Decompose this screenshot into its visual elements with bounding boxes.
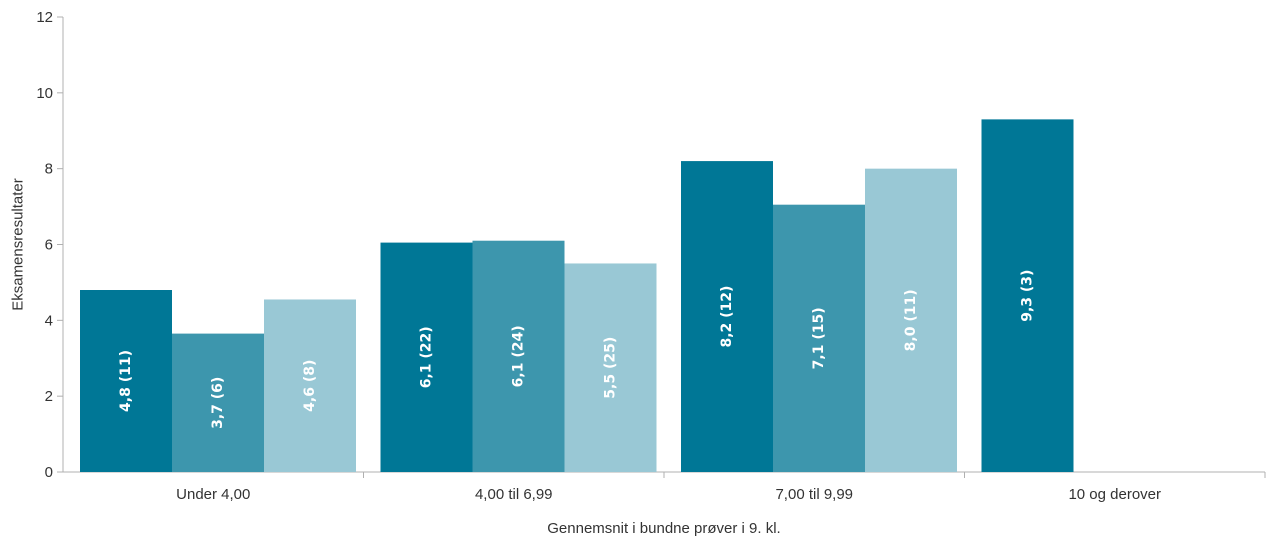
bar xyxy=(564,263,657,472)
y-tick-label: 10 xyxy=(36,85,53,102)
data-labels: 4,8 (11) 6,1 (22) 8,2 (12) 9,3 (3) 3,7 (6) 6,… xyxy=(118,270,1036,429)
x-tick-label: Under 4,00 xyxy=(176,486,250,503)
bar-value-label: 3,7 (6) xyxy=(210,377,226,429)
x-axis: Under 4,00 4,00 til 6,99 7,00 til 9,99 10 o… xyxy=(63,471,1266,503)
y-axis: 0 2 4 6 8 10 12 xyxy=(36,9,64,481)
bar xyxy=(681,161,773,473)
bar xyxy=(981,119,1074,472)
bar xyxy=(172,333,264,472)
y-tick-label: 0 xyxy=(45,464,53,481)
bar-value-label: 7,1 (15) xyxy=(811,307,827,369)
bar-value-label: 8,0 (11) xyxy=(903,289,919,351)
bar-value-label: 8,2 (12) xyxy=(719,286,735,348)
y-tick-label: 12 xyxy=(36,9,53,26)
x-axis-title: Gennemsnit i bundne prøver i 9. kl. xyxy=(547,520,780,537)
bar xyxy=(80,290,172,472)
x-tick-label: 10 og derover xyxy=(1068,486,1161,503)
y-tick-label: 2 xyxy=(45,388,53,405)
y-axis-title: Eksamensresultater xyxy=(10,178,27,311)
bar-value-label: 4,8 (11) xyxy=(118,350,134,412)
x-tick-label: 7,00 til 9,99 xyxy=(775,486,853,503)
x-tick-label: 4,00 til 6,99 xyxy=(475,486,553,503)
bar-value-label: 9,3 (3) xyxy=(1020,270,1036,322)
bar xyxy=(264,299,356,472)
bar-value-label: 6,1 (24) xyxy=(511,325,527,387)
bar-value-label: 6,1 (22) xyxy=(419,326,435,388)
y-tick-label: 4 xyxy=(45,312,53,329)
y-tick-label: 8 xyxy=(45,161,53,178)
bar xyxy=(773,204,865,472)
bar xyxy=(865,168,957,472)
y-tick-label: 6 xyxy=(45,237,53,254)
bar-value-label: 5,5 (25) xyxy=(603,337,619,399)
bars xyxy=(80,119,1074,473)
bar xyxy=(380,242,473,472)
bar-value-label: 4,6 (8) xyxy=(302,360,318,412)
bar xyxy=(472,240,565,472)
